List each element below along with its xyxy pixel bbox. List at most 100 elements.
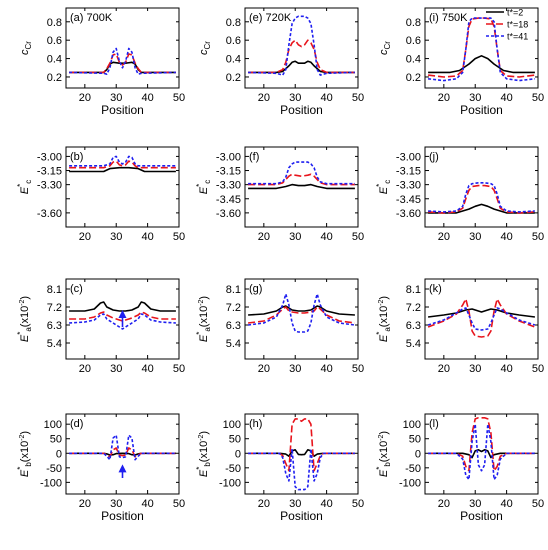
panel-b: 20 30 40 50 -3.00 -3.15 -3.30 -3.60 E*c (b) [16, 146, 185, 243]
legend-label-2: t*=41 [507, 32, 528, 42]
x-tick-label: 20 [258, 363, 270, 375]
y-axis-label: E*a(x10-2) [16, 296, 33, 342]
series-line-t18 [69, 53, 176, 74]
y-tick-label: 0.8 [406, 17, 421, 29]
series-line-t41 [428, 17, 535, 82]
y-axis-label: cCr [198, 41, 212, 55]
y-tick-label: 100 [44, 419, 62, 431]
series-line-t18 [248, 418, 355, 472]
y-tick-label: -3.15 [396, 166, 421, 178]
series-line-t2 [248, 448, 355, 458]
x-axis-label: Position [101, 103, 144, 117]
y-tick-label: -3.60 [216, 208, 241, 220]
y-tick-label: 0.8 [47, 17, 62, 29]
svg-text:E*a(x10-2): E*a(x10-2) [195, 296, 212, 342]
y-axis-label: E*c [375, 180, 392, 194]
y-axis-label: E*b(x10-2) [375, 431, 392, 477]
plot-frame [65, 413, 180, 495]
panel-h: 20 30 40 50 100 50 0 -50 -100 Position E*b(x10-2) (… [195, 413, 364, 523]
x-tick-label: 20 [79, 92, 91, 104]
x-tick-label: 30 [289, 498, 301, 510]
y-tick-label: 50 [229, 434, 241, 446]
plot-frame [244, 278, 359, 360]
y-tick-label: 6.3 [406, 320, 421, 332]
plot-frame [65, 146, 180, 228]
panel-label: (b) [70, 151, 83, 163]
x-tick-label: 40 [500, 498, 512, 510]
x-tick-label: 40 [320, 231, 332, 243]
series-line-t18 [69, 160, 176, 169]
x-tick-label: 30 [469, 92, 481, 104]
panel-label: (d) [70, 418, 83, 430]
panel-label: (a) 700K [70, 12, 113, 24]
x-tick-label: 40 [320, 363, 332, 375]
y-tick-label: -3.00 [37, 151, 62, 163]
svg-text:E*b(x10-2): E*b(x10-2) [375, 431, 392, 477]
y-axis-label: cCr [378, 41, 392, 55]
svg-text:E*a(x10-2): E*a(x10-2) [375, 296, 392, 342]
plot-frame [65, 7, 180, 89]
panel-d: 20 30 40 50 100 50 0 -50 -100 Position E*b(x10-2) (… [16, 413, 185, 523]
y-tick-label: 0.6 [47, 35, 62, 47]
panel-label: (c) [70, 283, 83, 295]
x-tick-label: 40 [320, 92, 332, 104]
plot-frame [424, 413, 539, 495]
x-tick-label: 50 [352, 231, 364, 243]
plot-frame [244, 413, 359, 495]
y-tick-label: -3.15 [216, 166, 241, 178]
y-tick-label: 0 [235, 448, 241, 460]
x-tick-label: 50 [532, 363, 544, 375]
panel-k: 20 30 40 50 5.4 6.3 7.2 8.1 E*a(x10-2) (k) [375, 278, 544, 375]
series-line-t2 [69, 166, 176, 173]
y-axis-label: E*b(x10-2) [16, 431, 33, 477]
y-tick-label: -100 [399, 477, 421, 489]
x-tick-label: 20 [79, 498, 91, 510]
y-tick-label: 0.4 [406, 54, 421, 66]
y-axis-label: E*c [16, 180, 33, 194]
x-tick-label: 40 [500, 363, 512, 375]
y-tick-label: 5.4 [47, 338, 62, 350]
y-tick-label: -100 [40, 477, 62, 489]
x-tick-label: 50 [173, 92, 185, 104]
x-tick-label: 30 [289, 92, 301, 104]
x-axis-label: Position [101, 509, 144, 523]
x-tick-label: 20 [258, 498, 270, 510]
panel-g: 20 30 40 50 5.4 6.3 7.2 8.1 E*a(x10-2) (g) [195, 278, 364, 375]
y-tick-label: -3.60 [37, 208, 62, 220]
y-tick-label: 50 [409, 434, 421, 446]
series-line-t41 [69, 313, 176, 330]
x-tick-label: 50 [173, 498, 185, 510]
panel-a: 20 30 40 50 0.2 0.4 0.6 0.8 Position cCr (a) 700K [19, 7, 185, 117]
panel-label: (i) 750K [429, 12, 468, 24]
panel-j: 20 30 40 50 -3.00 -3.15 -3.30 -3.45 -3.60 E*c (j) [375, 146, 544, 243]
x-tick-label: 30 [469, 498, 481, 510]
x-tick-label: 30 [110, 92, 122, 104]
y-tick-label: 7.2 [226, 302, 241, 314]
y-tick-label: -3.30 [216, 180, 241, 192]
svg-text:cCr: cCr [378, 41, 392, 55]
y-axis-label: E*c [195, 180, 212, 194]
series-line-t2 [69, 301, 176, 312]
y-tick-label: 0.4 [47, 54, 62, 66]
x-tick-label: 50 [352, 92, 364, 104]
x-tick-label: 40 [500, 231, 512, 243]
series-line-t18 [428, 184, 535, 214]
x-tick-label: 50 [532, 498, 544, 510]
y-tick-label: 0.8 [226, 17, 241, 29]
y-axis-label: cCr [19, 41, 33, 55]
series-line-t2 [248, 60, 355, 74]
y-tick-label: -3.15 [37, 166, 62, 178]
y-tick-label: 0.2 [226, 72, 241, 84]
x-tick-label: 30 [469, 231, 481, 243]
y-tick-label: 0 [56, 448, 62, 460]
series-line-t18 [69, 311, 176, 322]
y-tick-label: 0.6 [406, 35, 421, 47]
panel-label: (l) [429, 418, 439, 430]
y-tick-label: -3.45 [396, 194, 421, 206]
series-line-t41 [428, 182, 535, 213]
x-tick-label: 50 [352, 363, 364, 375]
x-tick-label: 30 [110, 498, 122, 510]
x-tick-label: 50 [352, 498, 364, 510]
y-tick-label: 8.1 [226, 284, 241, 296]
